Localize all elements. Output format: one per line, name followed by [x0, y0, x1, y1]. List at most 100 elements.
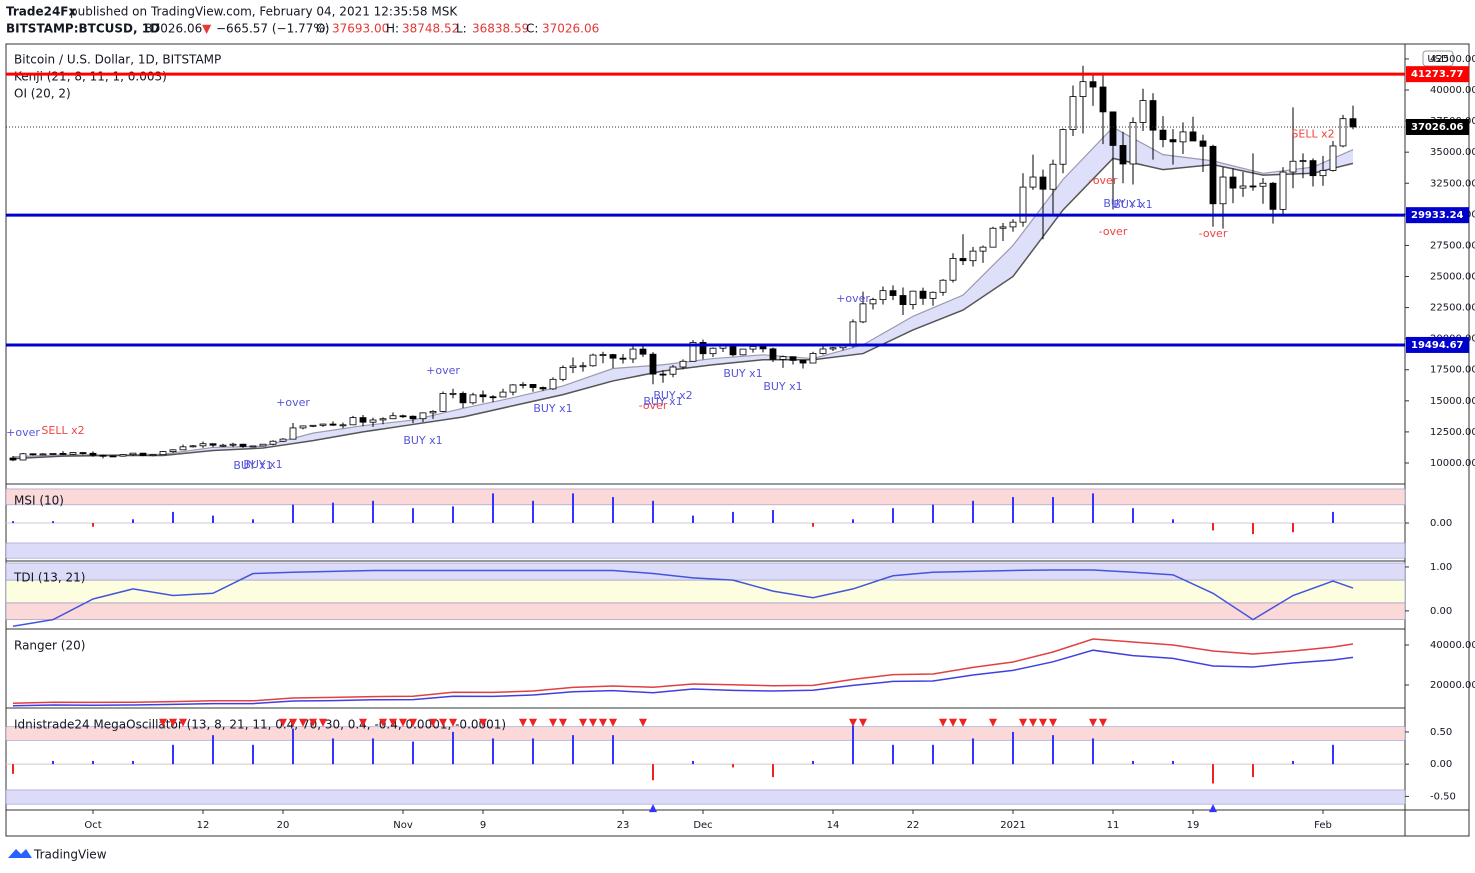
candle-body: [209, 443, 217, 446]
sell-signal: [159, 718, 167, 727]
indicator-title: OI (20, 2): [14, 87, 71, 101]
candle-body: [749, 346, 757, 350]
y-tick-label: 22500.00: [1430, 303, 1475, 314]
candle-body: [699, 341, 707, 355]
level-label: 41273.77: [1411, 69, 1464, 80]
candle-body: [809, 353, 817, 364]
candle-body: [189, 445, 197, 448]
sell-signal: [439, 718, 447, 727]
candle-body: [299, 425, 307, 429]
indicator-title: Kenji (21, 8, 11, 1, 0.003): [14, 70, 167, 84]
panel-title: TDI (13, 21): [13, 571, 85, 585]
candle-body: [319, 423, 327, 426]
panel-title: Ranger (20): [14, 639, 85, 653]
candle-body: [1069, 96, 1077, 130]
indicator-line: [12, 569, 1354, 627]
candle-body: [599, 354, 607, 356]
osc-bar: [532, 738, 534, 765]
candle-body: [1099, 86, 1107, 113]
y-tick-label: 25000.00: [1430, 271, 1475, 282]
osc-bar: [172, 511, 174, 523]
last-price-label: 37026.06: [1411, 122, 1464, 133]
signal-label: -over: [1089, 174, 1118, 187]
candle-body: [959, 258, 967, 262]
level-badge: [1406, 66, 1469, 83]
sell-signal: [989, 718, 997, 727]
candle-body: [279, 438, 287, 442]
osc-bar: [572, 735, 574, 765]
candle-body: [1119, 145, 1127, 165]
y-tick-label: 0.00: [1430, 518, 1452, 529]
osc-bar: [132, 519, 134, 523]
osc-bar: [852, 725, 854, 765]
signal-label: BUY x1: [643, 395, 682, 408]
candle-body: [19, 453, 27, 461]
candle-body: [449, 392, 457, 395]
candle-body: [689, 341, 697, 362]
candle-body: [499, 391, 507, 398]
band-fill: [13, 127, 1353, 459]
candle-body: [1219, 176, 1227, 205]
last-price-badge: [1406, 118, 1469, 135]
candle-body: [539, 387, 547, 390]
sell-signal: [939, 718, 947, 727]
candle-body: [349, 417, 357, 426]
candle-body: [1029, 176, 1037, 188]
candle-body: [1209, 145, 1217, 205]
signal-label: BUY x1: [1113, 198, 1152, 211]
candle-body: [239, 443, 247, 447]
down-arrow: ▼: [202, 22, 212, 36]
currency[interactable]: USD: [1427, 54, 1449, 65]
zone: [5, 789, 1406, 805]
candle-body: [709, 347, 717, 355]
x-tick-label: 2021: [1000, 820, 1025, 831]
y-tick-label: 40000.00: [1430, 640, 1475, 651]
candle-body: [119, 454, 127, 457]
candle-body: [1319, 170, 1327, 177]
osc-bar: [1292, 760, 1294, 765]
zone: [5, 726, 1406, 741]
candle-body: [109, 455, 117, 458]
sell-signal: [1099, 718, 1107, 727]
osc-bar: [1092, 493, 1094, 523]
candle-body: [549, 378, 557, 390]
candle-body: [439, 393, 447, 412]
osc-bar: [252, 519, 254, 523]
osc-bar: [412, 508, 414, 523]
currency-badge[interactable]: [1422, 50, 1454, 67]
candle-body: [429, 410, 437, 414]
candle-body: [669, 366, 677, 375]
x-tick-label: 20: [277, 820, 290, 831]
sell-signal: [1089, 718, 1097, 727]
ohlc-label: C:: [526, 22, 538, 36]
candle-body: [459, 392, 467, 404]
osc-bar: [612, 497, 614, 523]
y-tick-label: 35000.00: [1430, 147, 1475, 158]
candle-body: [29, 453, 37, 456]
osc-bar: [1212, 764, 1214, 784]
candle-body: [909, 290, 917, 305]
osc-bar: [932, 504, 934, 523]
candle-body: [339, 424, 347, 427]
zone: [5, 562, 1406, 581]
y-tick-label: 0.00: [1430, 759, 1452, 770]
sell-signal: [299, 718, 307, 727]
osc-bar: [812, 760, 814, 765]
x-tick-label: 19: [1187, 820, 1200, 831]
candle-body: [199, 443, 207, 447]
candle-body: [49, 453, 57, 455]
osc-bar: [12, 521, 14, 523]
candle-body: [1039, 176, 1047, 190]
sell-signal: [959, 718, 967, 727]
candle-body: [1199, 140, 1207, 147]
candle-body: [1169, 139, 1177, 143]
candle-body: [1079, 81, 1087, 97]
y-tick-label: 17500.00: [1430, 365, 1475, 376]
signal-label: BUY x2: [653, 389, 692, 402]
y-tick-label: 1.00: [1430, 562, 1452, 573]
osc-bar: [852, 519, 854, 523]
osc-bar: [92, 523, 94, 527]
candle-body: [1179, 131, 1187, 143]
candle-body: [69, 452, 77, 455]
candle-body: [799, 360, 807, 364]
